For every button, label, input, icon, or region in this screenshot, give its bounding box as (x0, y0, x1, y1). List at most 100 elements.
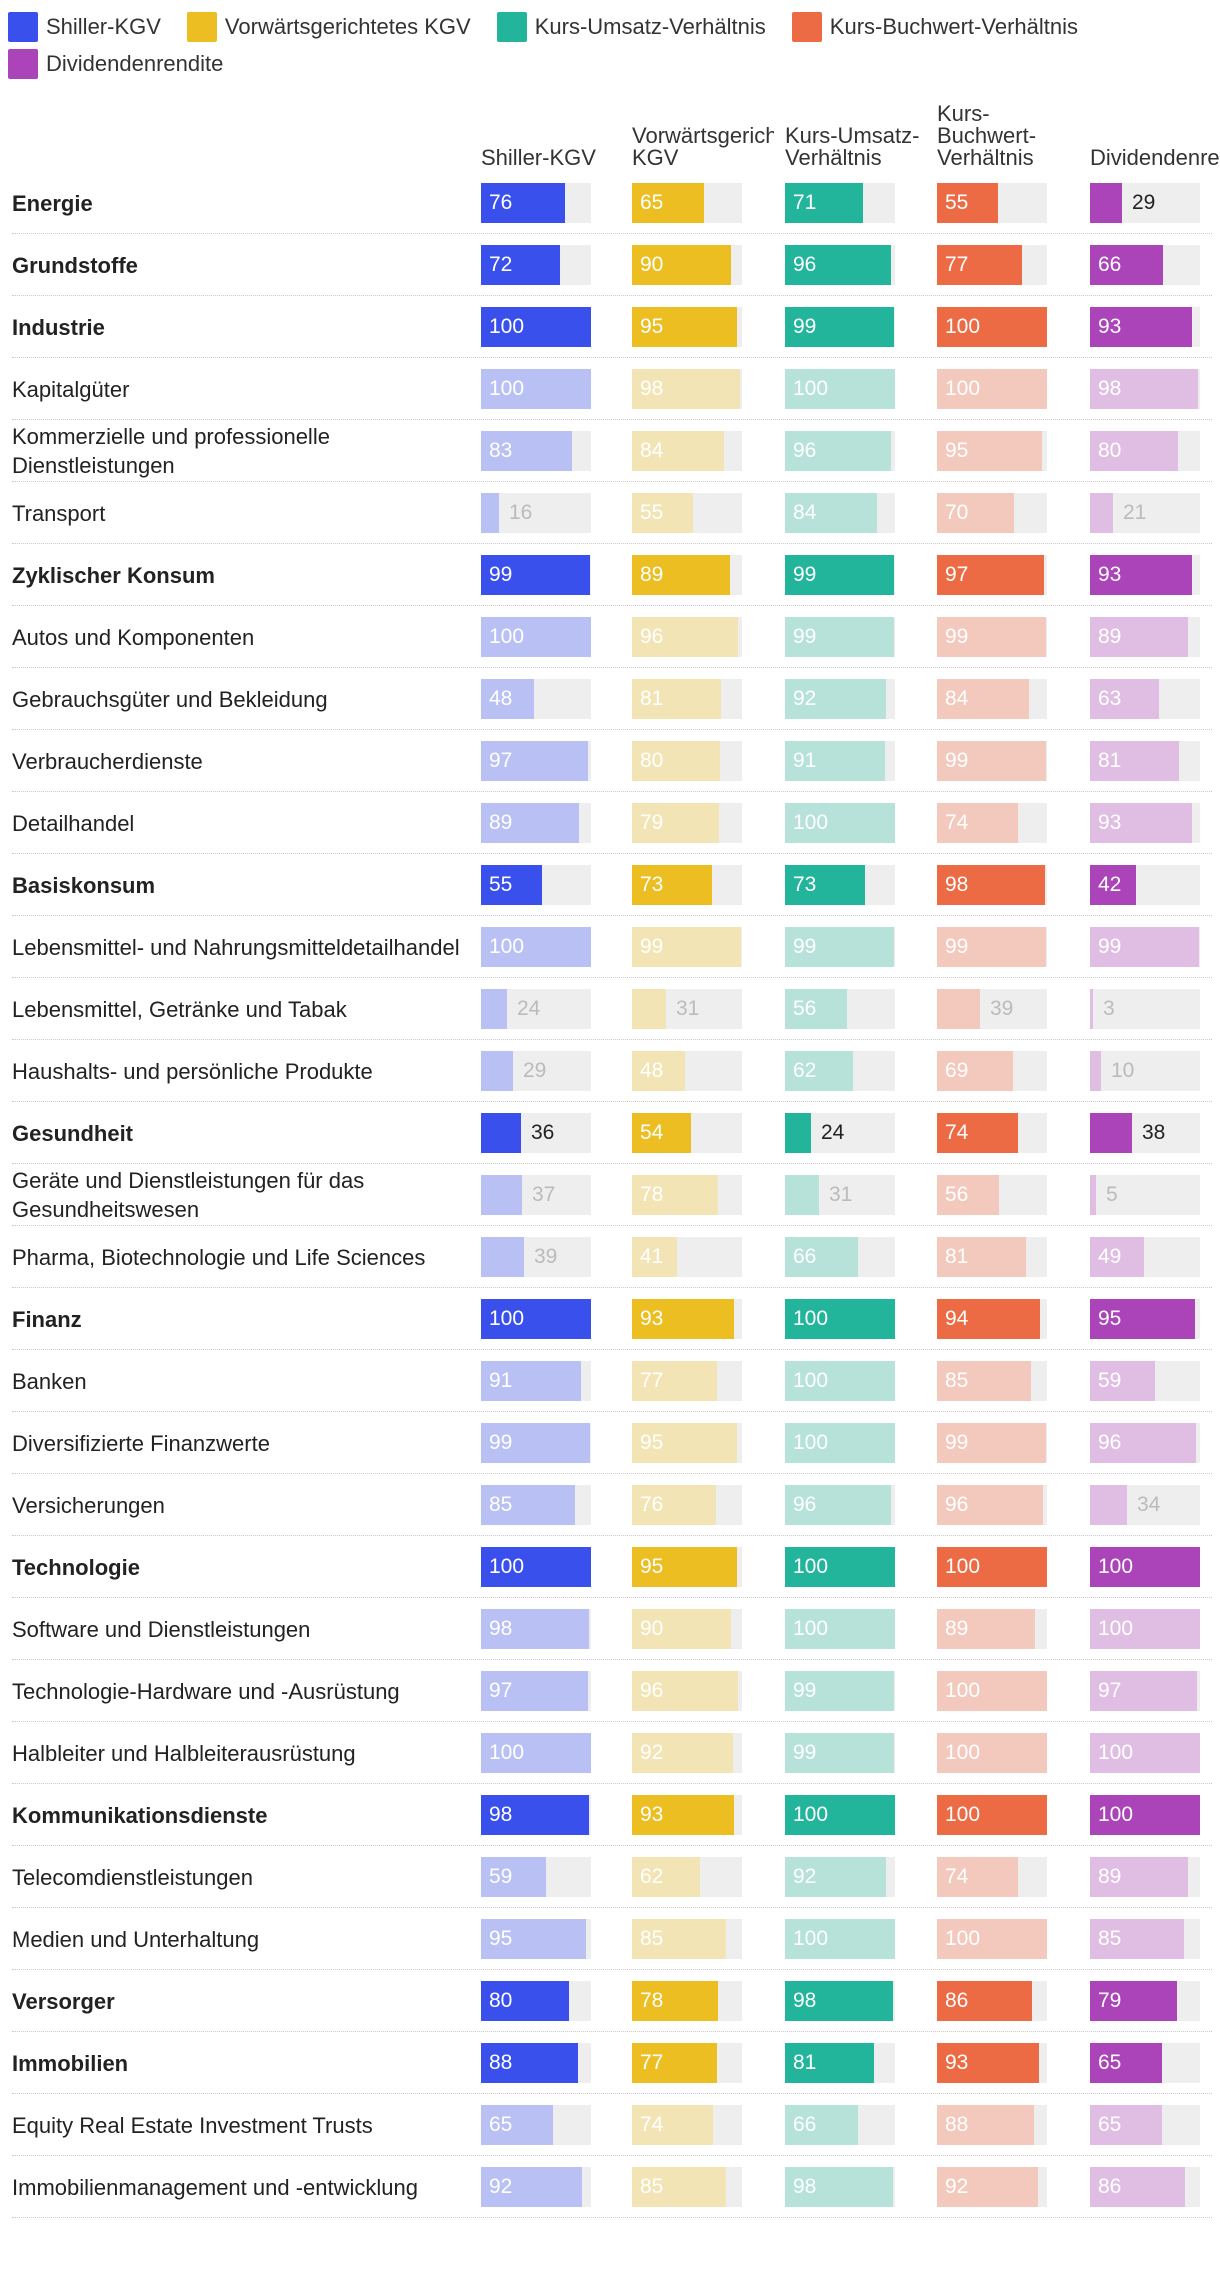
value-label: 95 (945, 439, 969, 462)
bar-track: 96 (1090, 1423, 1200, 1463)
bar-pb (937, 2105, 1034, 2145)
row-divider (12, 791, 1212, 792)
value-label: 100 (945, 315, 981, 338)
value-label: 98 (1098, 377, 1122, 400)
value-label: 100 (945, 1927, 981, 1950)
value-label: 97 (489, 749, 513, 772)
value-label: 93 (640, 1803, 664, 1826)
bar-forward (632, 1981, 718, 2021)
bar-ps (785, 431, 891, 471)
value-label: 96 (640, 625, 664, 648)
legend-swatch (186, 11, 217, 42)
bar-track: 16 (481, 493, 591, 533)
table-row: Lebensmittel- und Nahrungsmitteldetailha… (0, 916, 1220, 978)
value-label: 69 (945, 1059, 969, 1082)
bar-track: 80 (481, 1981, 591, 2021)
table-row: Telecomdienstleistungen 59 62 92 74 89 (0, 1846, 1220, 1908)
bar-pb (937, 803, 1018, 843)
bar-track: 89 (481, 803, 591, 843)
bar-track: 69 (937, 1051, 1047, 1091)
chart-legend: Shiller-KGV Vorwärtsgerichtetes KGV Kurs-U… (8, 8, 1208, 82)
value-label: 48 (640, 1059, 664, 1082)
value-label: 76 (489, 191, 513, 214)
bar-track: 24 (785, 1113, 895, 1153)
bar-track: 92 (785, 1857, 895, 1897)
bar-track: 100 (937, 1919, 1047, 1959)
bar-track: 96 (785, 431, 895, 471)
bar-ps (785, 1175, 819, 1215)
table-row: Equity Real Estate Investment Trusts 65 74… (0, 2094, 1220, 2156)
row-divider (12, 1659, 1212, 1660)
industry-label: Detailhandel (12, 810, 135, 836)
value-label: 92 (640, 1741, 664, 1764)
value-label: 73 (793, 873, 817, 896)
bar-pb (937, 927, 1046, 967)
value-label: 99 (945, 1431, 969, 1454)
value-label: 95 (640, 1431, 664, 1454)
row-divider (12, 667, 1212, 668)
bar-shiller (481, 1857, 546, 1897)
legend-label: Dividendenrendite (46, 50, 224, 76)
bar-forward (632, 1857, 700, 1897)
row-divider (12, 977, 1212, 978)
value-label: 88 (489, 2051, 513, 2074)
row-divider (12, 853, 1212, 854)
bar-pb (937, 1051, 1013, 1091)
value-label: 100 (489, 1555, 525, 1578)
value-label: 97 (1098, 1679, 1122, 1702)
value-label: 78 (640, 1183, 664, 1206)
bar-track: 89 (1090, 617, 1200, 657)
value-label: 92 (793, 1865, 817, 1888)
bar-shiller (481, 1485, 575, 1525)
bar-div (1090, 1175, 1096, 1215)
legend-swatch (496, 11, 527, 42)
bar-shiller (481, 493, 499, 533)
value-label: 89 (1098, 625, 1122, 648)
row-divider (12, 1349, 1212, 1350)
bar-div (1090, 741, 1179, 781)
industry-label: Autos und Komponenten (12, 624, 255, 650)
sector-label: Energie (12, 190, 93, 216)
value-label: 99 (945, 749, 969, 772)
bar-div (1090, 1857, 1188, 1897)
table-row: Technologie 100 95 100 100 100 (0, 1536, 1220, 1598)
value-label: 90 (640, 253, 664, 276)
bar-track: 100 (1090, 1609, 1200, 1649)
value-label: 77 (640, 1369, 664, 1392)
bar-track: 21 (1090, 493, 1200, 533)
row-divider (12, 1535, 1212, 1536)
value-label: 84 (640, 439, 664, 462)
value-label: 55 (945, 191, 969, 214)
value-label: 93 (1098, 315, 1122, 338)
bar-div (1090, 431, 1178, 471)
bar-track: 100 (937, 1795, 1047, 1835)
bar-shiller (481, 1361, 581, 1401)
bar-track: 98 (481, 1609, 591, 1649)
bar-track: 81 (937, 1237, 1047, 1277)
legend-item-forward: Vorwärtsgerichtetes KGV (186, 8, 471, 45)
bar-shiller (481, 1051, 513, 1091)
bar-shiller (481, 1733, 591, 1773)
bar-forward (632, 927, 741, 967)
bar-ps (785, 1299, 895, 1339)
table-row: Autos und Komponenten 100 96 99 99 89 (0, 606, 1220, 668)
value-label: 100 (489, 377, 525, 400)
bar-ps (785, 2167, 893, 2207)
value-label: 99 (793, 935, 817, 958)
industry-label: Equity Real Estate Investment Trusts (12, 2112, 373, 2138)
bar-track: 100 (937, 1547, 1047, 1587)
industry-label: Gebrauchsgüter und Bekleidung (12, 686, 328, 712)
industry-label: Geräte und Dienstleistungen für das Gesu… (12, 1168, 365, 1222)
bar-div (1090, 865, 1136, 905)
bar-ps (785, 1671, 894, 1711)
table-row: Halbleiter und Halbleiterausrüstung 100 92… (0, 1722, 1220, 1784)
value-label: 100 (945, 1679, 981, 1702)
bar-track: 66 (785, 2105, 895, 2145)
value-label: 81 (640, 687, 664, 710)
industry-label: Software und Dienstleistungen (12, 1616, 311, 1642)
bar-ps (785, 989, 847, 1029)
value-label: 100 (945, 1555, 981, 1578)
bar-track: 29 (481, 1051, 591, 1091)
bar-track: 84 (632, 431, 742, 471)
value-label: 100 (793, 811, 829, 834)
